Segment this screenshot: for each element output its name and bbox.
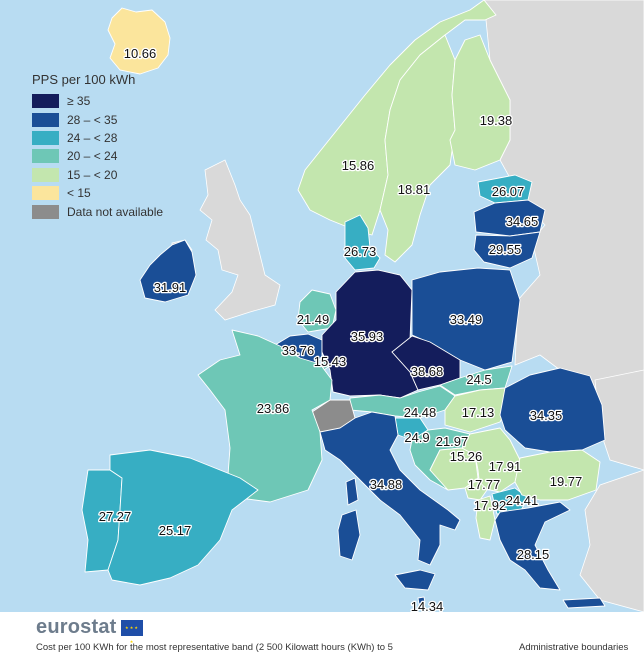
greece	[494, 501, 571, 591]
label-slovenia: 24.9	[404, 430, 429, 445]
romania	[499, 367, 606, 453]
lithuania	[473, 231, 541, 269]
label-hungary: 17.13	[462, 405, 495, 420]
turkey-land	[579, 469, 644, 613]
crete	[562, 597, 606, 609]
eurostat-logo[interactable]: eurostat ★ ★ ★ ★	[36, 616, 143, 644]
legend-label: 15 – < 20	[67, 167, 118, 182]
malta	[417, 596, 426, 605]
label-greece: 28.15	[517, 547, 550, 562]
legend-label: 28 – < 35	[67, 112, 118, 127]
hungary	[444, 387, 513, 433]
legend-item: Data not available	[32, 202, 163, 220]
label-denmark: 26.73	[344, 244, 377, 259]
north-macedonia	[491, 487, 529, 515]
corsica	[345, 477, 359, 506]
legend-swatch	[32, 130, 59, 145]
map-caption: Cost per 100 KWh for the most representa…	[36, 642, 393, 653]
legend-item: 20 – < 24	[32, 147, 163, 165]
legend-label: 24 – < 28	[67, 130, 118, 145]
label-lithuania: 29.55	[489, 242, 522, 257]
italy	[319, 411, 461, 566]
label-portugal: 27.27	[99, 509, 132, 524]
legend-swatch	[32, 186, 59, 201]
legend-label: ≥ 35	[67, 94, 91, 109]
iceland	[107, 7, 171, 75]
label-sweden: 18.81	[398, 182, 431, 197]
legend-label: < 15	[67, 186, 91, 201]
label-croatia: 21.97	[436, 434, 469, 449]
label-poland: 33.49	[450, 312, 483, 327]
label-luxembourg: 15.43	[314, 354, 347, 369]
label-italy: 34.88	[370, 477, 403, 492]
albania	[475, 495, 496, 541]
label-finland: 19.38	[480, 113, 513, 128]
netherlands	[297, 289, 337, 333]
label-slovakia: 24.5	[466, 372, 491, 387]
legend-swatch	[32, 94, 59, 109]
legend-item: 24 – < 28	[32, 129, 163, 147]
label-montenegro: 17.77	[468, 477, 501, 492]
legend-item: 28 – < 35	[32, 110, 163, 128]
eu-countries	[81, 0, 606, 609]
label-czechia: 38.68	[411, 364, 444, 379]
footer: eurostat ★ ★ ★ ★ Cost per 100 KWh for th…	[0, 612, 644, 654]
label-malta: 14.34	[411, 599, 444, 614]
finland	[449, 34, 511, 171]
legend-label: Data not available	[67, 204, 164, 219]
label-spain: 25.17	[159, 523, 192, 538]
great-britain-land	[199, 159, 281, 321]
slovakia	[439, 365, 513, 396]
montenegro	[464, 479, 488, 501]
legend-swatch	[32, 167, 59, 182]
denmark	[344, 214, 381, 271]
legend-swatch	[32, 149, 59, 164]
latvia	[473, 199, 546, 237]
label-albania: 17.92	[474, 498, 507, 513]
value-labels: 10.66 19.38 15.86 18.81 26.07 34.65 29.5…	[97, 45, 583, 616]
legend-swatch	[32, 204, 59, 219]
label-france: 23.86	[257, 401, 290, 416]
label-austria: 24.48	[404, 405, 437, 420]
bulgaria	[514, 449, 601, 501]
label-germany: 35.93	[351, 329, 384, 344]
legend-title: PPS per 100 kWh	[32, 72, 136, 87]
legend-item: ≥ 35	[32, 92, 163, 110]
label-estonia: 26.07	[492, 184, 525, 199]
map-legend: PPS per 100 kWh ≥ 35 28 – < 35 24 – < 28…	[32, 72, 163, 221]
legend-item: < 15	[32, 184, 163, 202]
spain	[107, 449, 259, 586]
label-romania: 34.35	[530, 408, 563, 423]
admin-boundaries-link[interactable]: Administrative boundaries	[519, 642, 629, 653]
label-bulgaria: 19.77	[550, 474, 583, 489]
label-belgium: 33.76	[282, 343, 315, 358]
label-netherlands: 21.49	[297, 312, 330, 327]
eu-flag-icon: ★ ★ ★ ★	[120, 619, 143, 644]
label-ireland: 31.91	[154, 280, 187, 295]
legend-swatch	[32, 112, 59, 127]
non-member-land	[171, 0, 644, 613]
logo-text: eurostat	[36, 616, 117, 638]
label-bosnia: 15.26	[450, 449, 483, 464]
france	[197, 329, 333, 503]
label-norway: 15.86	[342, 158, 375, 173]
ireland	[139, 239, 197, 303]
sardinia	[337, 509, 361, 561]
sicily	[394, 569, 436, 591]
label-north-macedonia: 24.41	[506, 493, 539, 508]
label-serbia: 17.91	[489, 459, 522, 474]
legend-item: 15 – < 20	[32, 166, 163, 184]
germany	[321, 269, 419, 399]
legend-label: 20 – < 24	[67, 149, 118, 164]
sweden	[379, 34, 456, 263]
label-latvia: 34.65	[506, 214, 539, 229]
label-iceland: 10.66	[124, 46, 157, 61]
